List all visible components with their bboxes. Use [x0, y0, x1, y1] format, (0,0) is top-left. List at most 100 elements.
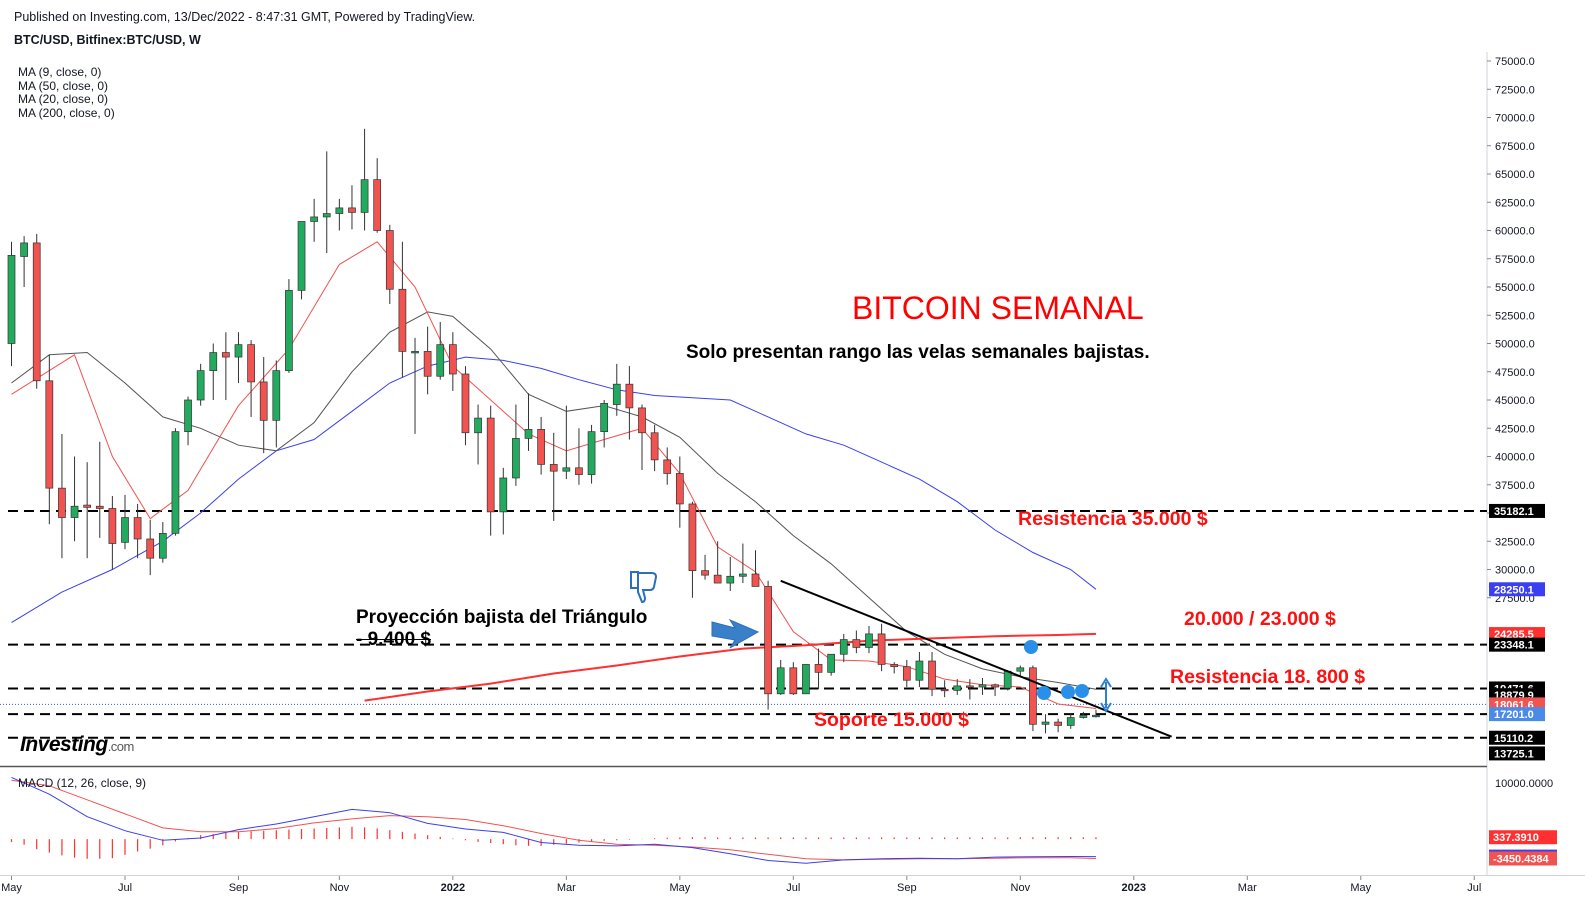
- candle: [247, 340, 255, 417]
- candle-body: [32, 242, 41, 382]
- candle: [928, 651, 936, 697]
- price-label-box: [1489, 627, 1545, 642]
- price-label: 15110.2: [1494, 733, 1533, 745]
- ma50-line: [11, 356, 1097, 624]
- price-label-box: [1489, 746, 1545, 761]
- time-tick-label: Nov: [330, 882, 350, 894]
- candle: [512, 404, 520, 486]
- candle: [549, 432, 558, 521]
- candle: [83, 462, 92, 559]
- candle-body: [751, 573, 760, 587]
- legend-ma50[interactable]: MA (50, close, 0): [18, 78, 109, 93]
- time-tick-label: Sep: [897, 882, 917, 894]
- candle: [196, 363, 205, 406]
- annotation-resistance-20000-23000: 20.000 / 23.000 $: [1184, 608, 1336, 630]
- candle: [348, 185, 356, 230]
- legend-ma200[interactable]: MA (200, close, 0): [18, 105, 115, 120]
- time-tick-label: May: [669, 882, 690, 894]
- candle: [398, 241, 407, 378]
- candle: [297, 221, 306, 300]
- candle-body: [449, 344, 457, 375]
- candle-body: [171, 431, 180, 534]
- time-tick-label: 2023: [1122, 882, 1146, 894]
- legend-macd[interactable]: MACD (12, 26, close, 9): [18, 776, 147, 790]
- price-label: 35182.1: [1494, 506, 1534, 518]
- candle: [776, 659, 785, 695]
- candle: [121, 494, 129, 550]
- candle: [978, 677, 987, 695]
- time-tick-label: Nov: [1011, 882, 1031, 894]
- candle: [146, 519, 155, 576]
- candle-body: [776, 667, 785, 695]
- candle: [575, 428, 583, 485]
- candle: [222, 332, 230, 400]
- time-axis: May Jul Sep Nov 2022 Mar May Jul Sep Nov 2023 Mar Ma…: [1, 876, 1481, 894]
- candle: [423, 326, 432, 395]
- thumbs-down-icon: [630, 571, 658, 604]
- candle-body: [600, 403, 609, 432]
- candle: [663, 447, 672, 485]
- macd-value-box: [1489, 851, 1557, 866]
- candle: [7, 241, 16, 367]
- candle: [852, 630, 861, 654]
- candle-body: [1041, 721, 1050, 725]
- candle-body: [158, 532, 167, 559]
- horizontal-levels: [0, 509, 1487, 739]
- annotation-resistance-35000: Resistencia 35.000 $: [1018, 508, 1208, 530]
- candle: [322, 151, 331, 254]
- candle-body: [121, 517, 129, 543]
- candle-body: [486, 417, 495, 513]
- price-tick-label: 47500.0: [1495, 367, 1535, 379]
- price-tick-label: 42500.0: [1495, 423, 1535, 435]
- candle: [70, 456, 79, 542]
- candle-body: [764, 586, 772, 695]
- candle-body: [184, 399, 192, 432]
- candle: [587, 424, 596, 484]
- candle-body: [385, 230, 394, 290]
- logo-text: Investing: [20, 733, 108, 756]
- candle-body: [650, 432, 659, 461]
- price-tick-label: 70000.0: [1495, 113, 1535, 125]
- candle-body: [587, 431, 596, 475]
- candle-body: [902, 666, 911, 681]
- candles: [7, 128, 1100, 734]
- candle-body: [20, 242, 28, 257]
- candle-body: [45, 380, 54, 489]
- publish-info: Published on Investing.com, 13/Dec/2022 …: [14, 10, 476, 24]
- candle: [234, 332, 243, 384]
- ma20-line: [11, 311, 1097, 690]
- candle: [650, 424, 659, 472]
- legend-ma9[interactable]: MA (9, close, 0): [18, 65, 102, 79]
- time-tick-label: Jul: [1467, 882, 1481, 894]
- candle-body: [70, 505, 79, 518]
- candle: [865, 626, 873, 654]
- candle-body: [802, 664, 810, 695]
- price-tick-label: 40000.0: [1495, 452, 1535, 464]
- price-tick-label: 67500.0: [1495, 141, 1535, 153]
- investing-logo: Investing.com: [20, 733, 134, 757]
- candle: [1066, 713, 1075, 729]
- symbol-title: BTC/USD, Bitfinex:BTC/USD, W: [14, 33, 201, 47]
- legend-ma20[interactable]: MA (20, close, 0): [18, 92, 109, 106]
- candle: [373, 158, 382, 233]
- candle: [953, 679, 962, 695]
- candle: [877, 623, 886, 672]
- candle: [814, 648, 823, 690]
- candle: [1054, 718, 1062, 733]
- double-arrow-icon: [1100, 677, 1112, 713]
- candle: [58, 433, 66, 559]
- candle-body: [1054, 721, 1062, 726]
- candle-body: [537, 429, 545, 465]
- time-tick-label: May: [1350, 882, 1371, 894]
- candle: [789, 662, 798, 695]
- candle: [1016, 665, 1025, 677]
- macd-pane: [10, 776, 1097, 864]
- candle-body: [915, 660, 924, 681]
- macd-line: [11, 776, 1097, 864]
- candle-body: [1079, 714, 1088, 718]
- candle-body: [398, 288, 407, 352]
- candle: [411, 337, 419, 434]
- price-tick-label: 45000.0: [1495, 395, 1535, 407]
- candle-body: [966, 685, 974, 688]
